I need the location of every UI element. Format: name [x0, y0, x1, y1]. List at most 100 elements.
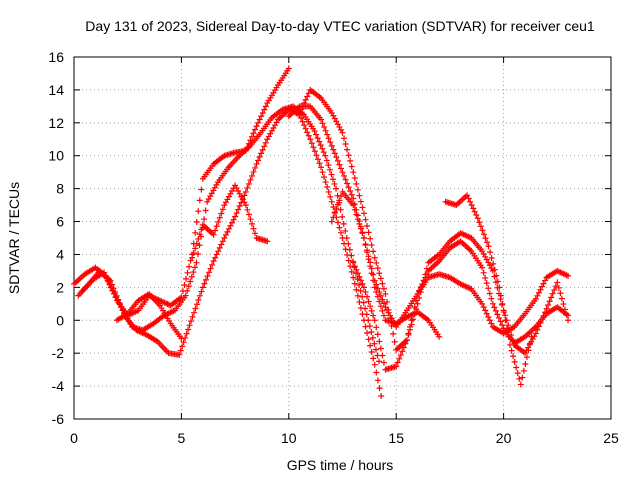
- data-point: [235, 206, 242, 213]
- series-trace-7: [350, 230, 572, 373]
- data-point: [514, 370, 521, 377]
- data-point: [350, 169, 357, 176]
- data-point: [313, 152, 320, 159]
- data-point: [354, 292, 361, 299]
- data-point: [397, 352, 404, 359]
- data-point: [337, 229, 344, 236]
- data-point: [229, 219, 236, 226]
- data-point: [494, 311, 501, 318]
- data-point: [252, 164, 259, 171]
- data-point: [357, 305, 364, 312]
- data-point: [482, 235, 489, 242]
- data-point: [318, 164, 325, 171]
- data-point: [344, 180, 351, 187]
- data-point: [350, 274, 357, 281]
- data-point: [196, 292, 203, 299]
- data-point: [365, 256, 372, 263]
- data-point: [186, 263, 193, 270]
- data-point: [209, 261, 216, 268]
- data-point: [546, 298, 553, 305]
- data-point: [360, 317, 367, 324]
- y-tick-label: 8: [56, 181, 64, 197]
- data-point: [245, 211, 252, 218]
- data-point: [510, 353, 517, 360]
- data-point: [416, 294, 423, 301]
- data-point: [467, 198, 474, 205]
- data-point: [331, 180, 338, 187]
- data-point: [365, 229, 372, 236]
- data-point: [333, 185, 340, 192]
- data-point: [499, 300, 506, 307]
- data-point: [325, 162, 332, 169]
- data-point: [198, 186, 205, 193]
- data-point: [314, 135, 321, 142]
- data-point: [376, 385, 383, 392]
- data-point: [483, 280, 490, 287]
- data-point: [376, 298, 383, 305]
- data-point: [509, 337, 516, 344]
- data-point: [201, 216, 208, 223]
- data-point: [468, 202, 475, 209]
- plot-frame: [73, 56, 612, 420]
- data-point: [212, 227, 219, 234]
- data-point: [557, 290, 564, 297]
- data-point: [242, 188, 249, 195]
- data-point: [184, 269, 191, 276]
- data-point: [502, 317, 509, 324]
- data-point: [313, 131, 320, 138]
- data-point: [350, 202, 357, 209]
- data-point: [311, 128, 318, 135]
- data-point: [485, 285, 492, 292]
- axis-ticks: [73, 56, 612, 420]
- data-point: [525, 347, 532, 354]
- data-point: [488, 254, 495, 261]
- data-point: [403, 337, 410, 344]
- data-point: [301, 100, 308, 107]
- data-point: [364, 223, 371, 230]
- data-point: [487, 249, 494, 256]
- data-point: [380, 300, 387, 307]
- data-point: [110, 287, 117, 294]
- data-point: [382, 290, 389, 297]
- data-point: [261, 143, 268, 150]
- data-point: [250, 130, 257, 137]
- data-point: [216, 244, 223, 251]
- data-point: [116, 300, 123, 307]
- data-point: [471, 208, 478, 215]
- data-point: [224, 228, 231, 235]
- data-point: [405, 331, 412, 338]
- data-point: [370, 248, 377, 255]
- data-point: [319, 145, 326, 152]
- data-point: [324, 183, 331, 190]
- data-point: [470, 205, 477, 212]
- data-point: [477, 223, 484, 230]
- data-point: [247, 176, 254, 183]
- data-point: [483, 310, 490, 317]
- data-point: [383, 298, 390, 305]
- data-point: [247, 216, 254, 223]
- data-point: [188, 273, 195, 280]
- data-point: [179, 343, 186, 350]
- y-axis-label: SDTVAR / TECUs: [6, 182, 22, 294]
- data-point: [357, 277, 364, 284]
- data-point: [340, 220, 347, 227]
- x-axis-label: GPS time / hours: [287, 457, 394, 473]
- data-point: [242, 202, 249, 209]
- data-point: [331, 210, 338, 217]
- data-point: [318, 116, 325, 123]
- data-point: [222, 231, 229, 238]
- data-point: [347, 157, 354, 164]
- data-point: [252, 230, 259, 237]
- series-trace-8: [442, 192, 535, 388]
- data-point: [402, 340, 409, 347]
- data-point: [330, 214, 337, 221]
- data-point: [362, 242, 369, 249]
- series-trace-6: [328, 188, 443, 340]
- data-point: [210, 231, 217, 238]
- data-point: [320, 149, 327, 156]
- data-point: [299, 103, 306, 110]
- data-point: [360, 235, 367, 241]
- data-point: [489, 300, 496, 307]
- data-point: [464, 192, 471, 199]
- data-point: [262, 139, 269, 146]
